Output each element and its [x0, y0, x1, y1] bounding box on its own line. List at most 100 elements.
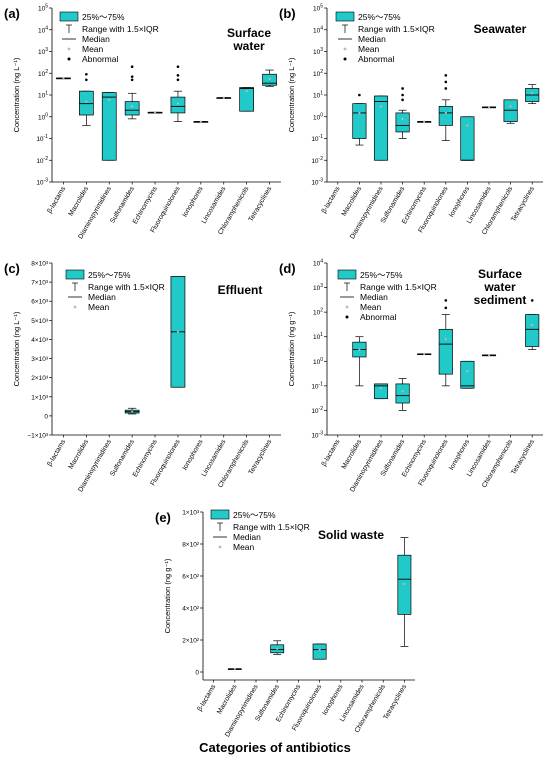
y-axis-label: Concentration (ng L⁻¹)	[12, 311, 21, 386]
legend-range-label: Range with 1.5×IQR	[360, 282, 437, 292]
box-sulfonamides	[124, 65, 140, 120]
legend: 25%～75% Range with 1.5×IQRMedianMeanAbnor…	[337, 269, 437, 322]
x-tick-label: Ionophores	[448, 438, 471, 471]
panel-title: sediment	[474, 293, 527, 307]
legend-mean-label: Mean	[233, 542, 255, 552]
y-tick-label: 105	[313, 4, 323, 13]
panel-title: Surface	[478, 267, 522, 281]
panel-title: Surface	[227, 26, 271, 40]
legend-abnormal-point	[67, 57, 71, 61]
iqr-box	[239, 87, 254, 112]
iqr-box	[438, 106, 453, 126]
x-tick-label: β-lactams	[46, 438, 67, 468]
y-tick-label: 8×10²	[182, 542, 200, 549]
iqr-box	[373, 383, 389, 400]
x-tick-label: Macrolides	[341, 185, 364, 217]
outlier-point	[401, 98, 404, 102]
box-lactams	[56, 76, 71, 80]
y-tick-label: 3×10³	[31, 356, 49, 363]
x-tick-label: Tetracyclines	[248, 438, 274, 476]
iqr-box	[312, 643, 327, 660]
iqr-box	[352, 103, 367, 139]
legend-abnormal-label: Abnormal	[358, 54, 394, 64]
box-fluoroquinolones	[170, 276, 186, 388]
panel-title: water	[483, 280, 516, 294]
mean-point	[276, 647, 279, 650]
mean-point	[487, 105, 491, 109]
legend-mean-point	[73, 305, 77, 309]
legend-range-label: Range with 1.5×IQR	[82, 24, 159, 34]
legend-median-label: Median	[360, 292, 388, 302]
panel-c: −1×10³ 0 1×10³ 2×10³ 3×10³ 4×10³ 5×10³ 6×10³ 7×1…	[4, 261, 281, 493]
legend-abnormal-label: Abnormal	[82, 54, 118, 64]
mean-point	[531, 323, 534, 327]
legend-box-label: 25%～75%	[358, 12, 401, 22]
panel-label: (b)	[279, 6, 296, 21]
y-tick-label: 6×10³	[31, 299, 49, 306]
iqr-box	[124, 101, 140, 116]
panel-e: 0 2×10² 4×10² 6×10² 8×10² 1×10³ Concentration …	[155, 510, 415, 738]
y-tick-label: 104	[38, 25, 48, 34]
y-axis-label: Concentration (ng g⁻¹)	[163, 558, 172, 633]
box-diaminopyrimidines	[373, 383, 389, 400]
box-tetracyclines	[525, 299, 540, 350]
legend-box-swatch	[59, 11, 79, 22]
box-fluoroquinolones	[312, 643, 327, 660]
y-tick-label: 10-3	[311, 431, 323, 440]
legend-box-swatch	[335, 11, 355, 22]
outlier-point	[130, 65, 134, 69]
legend-range-label: Range with 1.5×IQR	[358, 24, 435, 34]
y-tick-label: 10-3	[311, 178, 323, 187]
y-tick-label: 102	[313, 69, 323, 78]
y-tick-label: 4×10²	[182, 606, 200, 613]
mean-point	[318, 648, 321, 651]
mean-point	[423, 352, 426, 355]
iqr-box	[373, 95, 389, 161]
y-tick-label: 6×10²	[182, 574, 200, 581]
y-tick-label: 100	[313, 357, 323, 366]
box-lincosamides	[481, 353, 497, 357]
mean-point	[268, 77, 271, 80]
y-axis-label: Concentration (ng L⁻¹)	[12, 57, 21, 132]
box-sulfonamides	[124, 407, 140, 415]
outlier-point	[530, 299, 534, 302]
box-macrolides	[352, 336, 367, 387]
x-tick-label: Ionophores	[182, 185, 205, 218]
iqr-box	[503, 99, 518, 122]
box-macrolides	[227, 667, 242, 670]
legend-median-label: Median	[82, 34, 110, 44]
outlier-point	[130, 75, 134, 78]
mean-point	[199, 120, 202, 123]
x-tick-label: Sulfonamides	[109, 185, 136, 225]
box-fluoroquinolones	[438, 74, 453, 141]
x-tick-label: Echinomycins	[132, 438, 159, 478]
mean-point	[222, 96, 225, 99]
box-chloramphenicols	[239, 87, 254, 112]
y-tick-label: 103	[313, 47, 323, 56]
x-tick-label: β-lactams	[321, 438, 342, 468]
y-axis-label: Concentration (ng g⁻¹)	[287, 311, 296, 386]
outlier-point	[444, 306, 448, 310]
mean-point	[466, 369, 469, 373]
iqr-box	[460, 116, 475, 161]
x-tick-label: Lincosamides	[201, 185, 228, 225]
y-tick-label: 103	[38, 47, 48, 56]
legend-mean-label: Mean	[360, 302, 382, 312]
outlier-point	[444, 87, 448, 90]
box-ionophores	[460, 116, 475, 161]
y-axis-label: Concentration (ng L⁻¹)	[287, 57, 296, 132]
panel-d: 10-3 10-2 10-1 100 101 102 103 104 Concentration…	[279, 259, 543, 493]
mean-point	[531, 92, 534, 95]
y-tick-label: 10-2	[311, 406, 323, 415]
outlier-point	[85, 78, 88, 82]
iqr-box	[101, 92, 117, 161]
x-tick-label: Macrolides	[216, 683, 239, 715]
mean-point	[403, 582, 406, 586]
x-tick-label: Tetracyclines	[510, 438, 536, 476]
legend-range-label: Range with 1.5×IQR	[233, 522, 310, 532]
box-echinomycins	[417, 352, 432, 356]
y-tick-label: 0	[195, 670, 199, 677]
iqr-box	[395, 112, 410, 133]
y-tick-label: 104	[313, 25, 323, 34]
y-tick-label: 2×10²	[182, 638, 200, 645]
